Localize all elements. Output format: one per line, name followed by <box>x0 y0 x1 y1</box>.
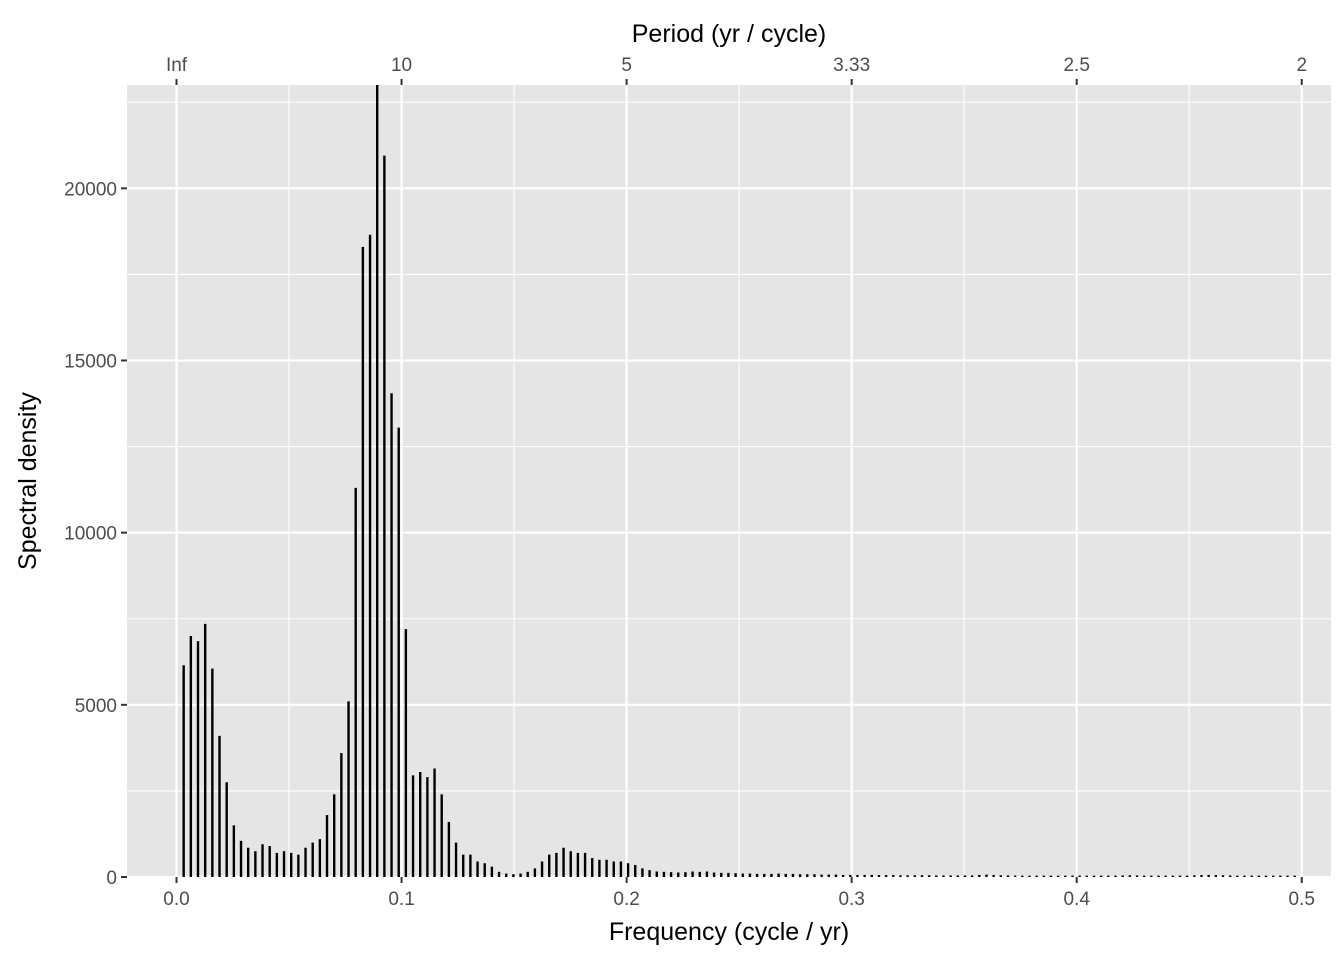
y-tick-label: 5000 <box>75 696 117 717</box>
y-axis-title: Spectral density <box>14 392 42 570</box>
top-tick-label: 2.5 <box>1063 55 1089 76</box>
x-axis-title: Frequency (cycle / yr) <box>609 918 849 946</box>
minor-gridlines <box>127 85 1331 877</box>
top-tick-label: Inf <box>166 55 188 76</box>
bars <box>182 85 1296 877</box>
x-tick-label: 0.2 <box>613 889 639 910</box>
x-tick-label: 0.0 <box>163 889 189 910</box>
top-tick-label: 3.33 <box>833 55 870 76</box>
top-axis-title: Period (yr / cycle) <box>632 20 826 48</box>
plot-panel <box>127 85 1331 877</box>
y-tick-label: 10000 <box>64 524 117 545</box>
y-tick-label: 15000 <box>64 351 117 372</box>
x-tick-label: 0.5 <box>1289 889 1315 910</box>
x-axis: 0.0 0.1 0.2 0.3 0.4 0.5 <box>163 877 1315 910</box>
x-tick-label: 0.4 <box>1063 889 1090 910</box>
top-tick-label: 2 <box>1296 55 1307 76</box>
top-tick-label: 5 <box>621 55 632 76</box>
x-tick-label: 0.1 <box>388 889 414 910</box>
y-tick-label: 0 <box>106 868 117 889</box>
y-axis: 0 5000 10000 15000 20000 <box>64 179 127 889</box>
y-tick-label: 20000 <box>64 179 117 200</box>
top-tick-label: 10 <box>391 55 412 76</box>
top-axis: Inf 10 5 3.33 2.5 2 <box>166 55 1307 85</box>
x-tick-label: 0.3 <box>838 889 864 910</box>
